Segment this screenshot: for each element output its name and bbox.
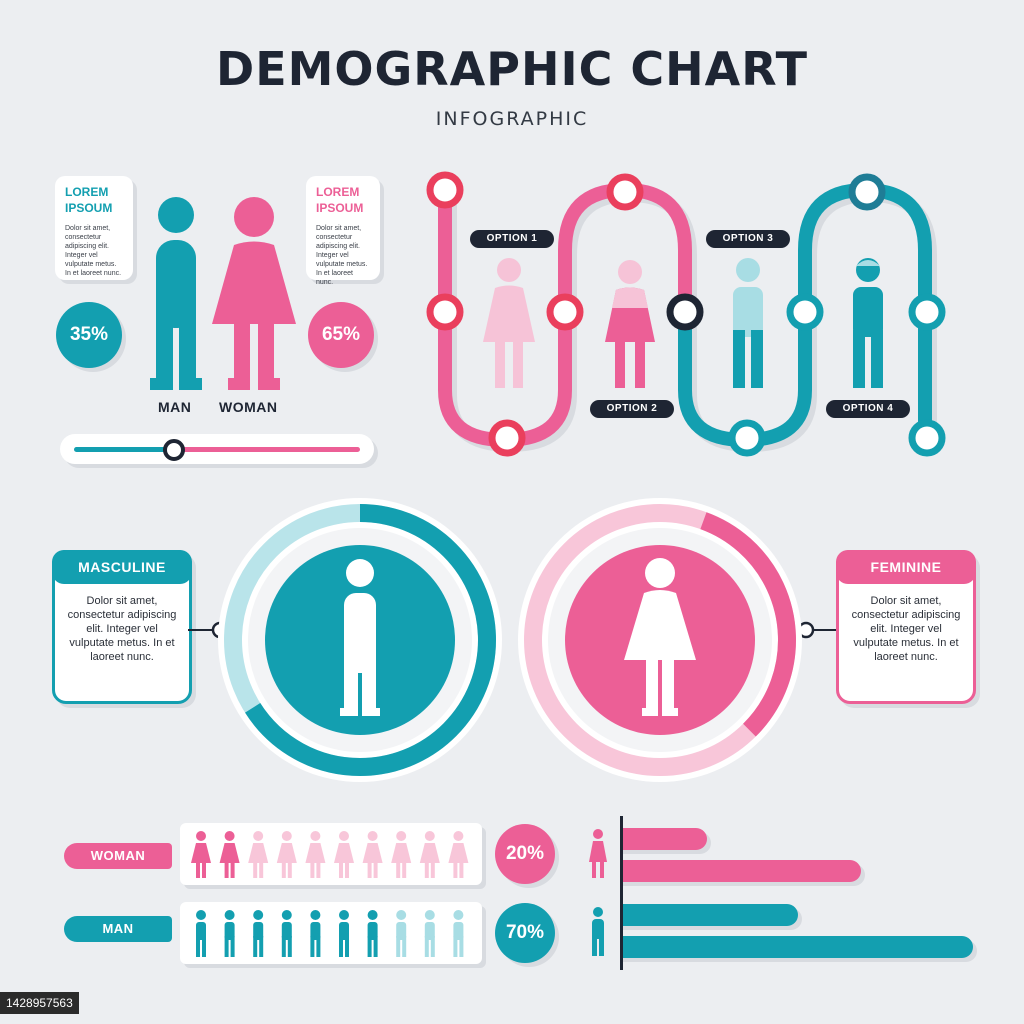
man-pictogram-icon bbox=[253, 910, 264, 957]
masculine-figure-icon bbox=[340, 559, 380, 716]
feminine-card-body: Dolor sit amet, consectetur adipiscing e… bbox=[851, 595, 961, 663]
right-bubble-body: Dolor sit amet, consectetur adipiscing e… bbox=[316, 225, 368, 286]
woman-pictograph bbox=[191, 831, 469, 878]
man-bar-1 bbox=[623, 904, 798, 926]
bar-woman-figure-icon bbox=[589, 829, 607, 878]
woman-label: WOMAN bbox=[219, 399, 278, 415]
woman-row-percent: 20% bbox=[495, 824, 555, 884]
man-pictogram-icon bbox=[396, 910, 407, 957]
woman-pictogram-icon bbox=[448, 831, 469, 878]
woman-pictogram-icon bbox=[362, 831, 383, 878]
man-pictogram-icon bbox=[224, 910, 235, 957]
right-bubble-title: LOREM IPSOUM bbox=[316, 185, 364, 215]
masculine-progress-arc bbox=[224, 504, 496, 776]
woman-pictogram-icon bbox=[248, 831, 269, 878]
woman-pictogram-icon bbox=[191, 831, 211, 878]
man-bar-2 bbox=[623, 936, 973, 958]
woman-pictogram-icon bbox=[305, 831, 326, 878]
man-row-percent: 70% bbox=[495, 903, 555, 963]
bar-axis bbox=[620, 816, 623, 970]
masculine-card-title: MASCULINE bbox=[52, 550, 192, 584]
slider-man-track bbox=[74, 447, 175, 452]
stock-id-label: 1428957563 bbox=[0, 992, 79, 1014]
option-4-figure-icon bbox=[853, 258, 883, 388]
man-woman-figures bbox=[150, 197, 296, 390]
woman-pictogram-icon bbox=[419, 831, 440, 878]
woman-percent-badge: 65% bbox=[308, 302, 374, 368]
left-bubble-body: Dolor sit amet, consectetur adipiscing e… bbox=[65, 225, 122, 277]
option-4-label: OPTION 4 bbox=[826, 400, 910, 418]
slider-handle[interactable] bbox=[163, 439, 186, 461]
pink-path bbox=[438, 182, 692, 448]
bar-figures bbox=[589, 829, 607, 956]
gender-rings bbox=[188, 498, 836, 782]
page-title: DEMOGRAPHIC CHART bbox=[216, 42, 808, 96]
man-pictogram-icon bbox=[424, 910, 435, 957]
man-pictogram-icon bbox=[196, 910, 206, 957]
option-3-label: OPTION 3 bbox=[706, 230, 790, 248]
feminine-card-title: FEMININE bbox=[836, 550, 976, 584]
left-bubble-title: LOREM IPSOUM bbox=[65, 185, 113, 215]
woman-bar-1 bbox=[623, 828, 707, 850]
option-1-figure-icon bbox=[483, 258, 535, 388]
man-pictogram-icon bbox=[281, 910, 292, 957]
woman-pictograph-strip bbox=[180, 823, 482, 885]
masculine-card: MASCULINE Dolor sit amet, consectetur ad… bbox=[52, 550, 192, 704]
man-pictogram-icon bbox=[367, 910, 378, 957]
option-2-figure-icon bbox=[605, 260, 655, 388]
feminine-progress-arc bbox=[524, 503, 796, 776]
woman-figure-icon bbox=[212, 197, 296, 390]
woman-pictogram-icon bbox=[276, 831, 297, 878]
man-pictogram-icon bbox=[453, 910, 464, 957]
man-row-label: MAN bbox=[64, 916, 172, 942]
bar-chart bbox=[623, 828, 977, 968]
masculine-card-body: Dolor sit amet, consectetur adipiscing e… bbox=[67, 595, 177, 663]
woman-pictogram-icon bbox=[219, 831, 240, 878]
teal-path bbox=[678, 182, 932, 448]
woman-pictogram-icon bbox=[334, 831, 354, 878]
option-1-label: OPTION 1 bbox=[470, 230, 554, 248]
man-figure-icon bbox=[150, 197, 202, 390]
page-subtitle: INFOGRAPHIC bbox=[435, 108, 589, 130]
man-label: MAN bbox=[158, 399, 192, 415]
man-percent-badge: 35% bbox=[56, 302, 122, 368]
man-pictogram-icon bbox=[339, 910, 349, 957]
bar-man-figure-icon bbox=[592, 907, 604, 956]
man-pictogram-icon bbox=[310, 910, 321, 957]
ratio-slider[interactable] bbox=[60, 434, 374, 464]
feminine-figure-icon bbox=[624, 558, 696, 716]
woman-row-label: WOMAN bbox=[64, 843, 172, 869]
left-speech-bubble: LOREM IPSOUM Dolor sit amet, consectetur… bbox=[55, 176, 133, 280]
slider-woman-track bbox=[174, 447, 360, 452]
woman-bar-2 bbox=[623, 860, 861, 882]
man-pictograph-strip bbox=[180, 902, 482, 964]
right-speech-bubble: LOREM IPSOUM Dolor sit amet, consectetur… bbox=[306, 176, 380, 286]
options-path-diagram bbox=[426, 171, 946, 457]
feminine-card: FEMININE Dolor sit amet, consectetur adi… bbox=[836, 550, 976, 704]
option-3-figure-icon bbox=[733, 258, 763, 388]
woman-pictogram-icon bbox=[391, 831, 412, 878]
man-pictograph bbox=[196, 910, 464, 957]
path-nodes bbox=[426, 171, 946, 457]
option-2-label: OPTION 2 bbox=[590, 400, 674, 418]
